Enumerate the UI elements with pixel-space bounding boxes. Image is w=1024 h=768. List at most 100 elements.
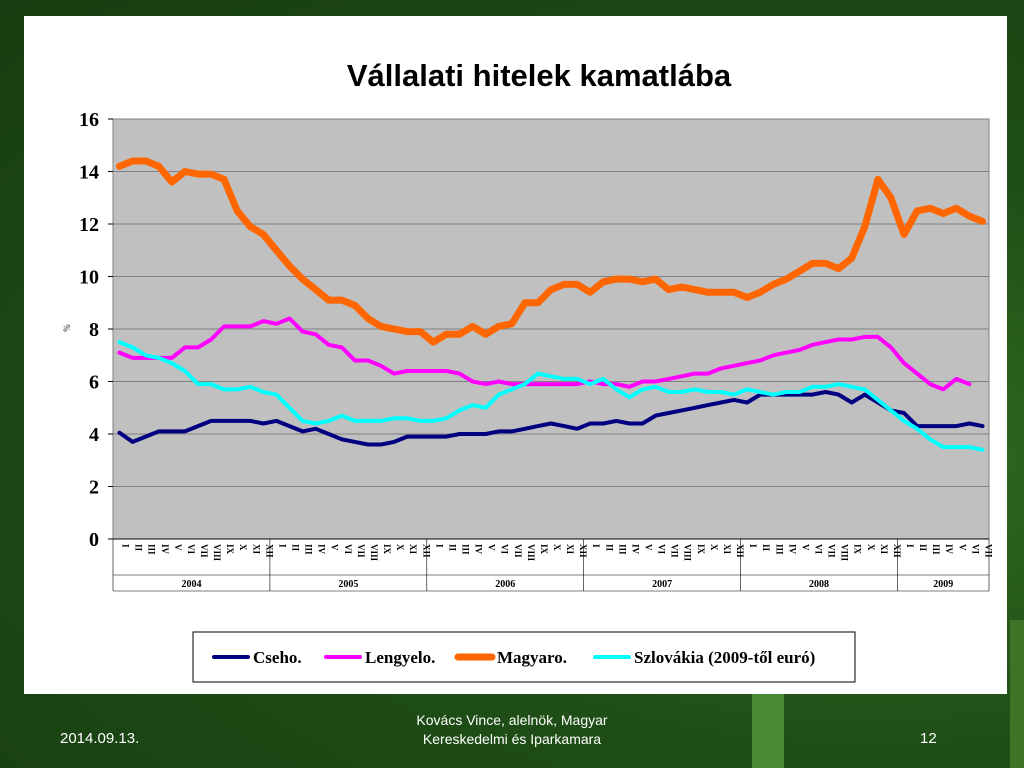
x-month-label: XII xyxy=(892,544,902,558)
x-year-label: 2005 xyxy=(338,579,358,590)
footer-author: Kovács Vince, alelnök, Magyar Kereskedel… xyxy=(362,711,662,749)
x-month-label: XII xyxy=(421,544,431,558)
y-tick-label: 12 xyxy=(79,214,99,236)
x-month-label: IV xyxy=(944,544,954,555)
x-month-label: II xyxy=(604,544,614,552)
x-month-label: XI xyxy=(565,544,575,554)
x-month-label: I xyxy=(905,544,915,548)
x-month-label: VIII xyxy=(683,544,693,562)
x-month-label: IX xyxy=(539,544,549,555)
x-year-label: 2006 xyxy=(495,579,515,590)
x-month-label: X xyxy=(238,544,248,551)
chart-title: Vállalati hitelek kamatlába xyxy=(347,58,732,93)
x-month-label: VII xyxy=(827,544,837,558)
x-month-label: VI xyxy=(970,544,980,554)
x-month-label: IV xyxy=(160,544,170,555)
x-month-label: II xyxy=(447,544,457,552)
x-month-label: IV xyxy=(630,544,640,555)
series-line-1 xyxy=(117,390,985,447)
legend-label: Lengyelo. xyxy=(365,648,435,667)
x-month-label: VI xyxy=(500,544,510,554)
footer-page-number: 12 xyxy=(920,730,937,747)
series-lines xyxy=(116,157,986,452)
x-month-label: XI xyxy=(408,544,418,554)
x-month-label: VI xyxy=(657,544,667,554)
x-month-label: II xyxy=(134,544,144,552)
x-month-label: VII xyxy=(983,544,993,558)
x-month-label: III xyxy=(931,544,941,555)
legend-label: Magyaro. xyxy=(497,648,567,667)
footer-author-line2: Kereskedelmi és Iparkamara xyxy=(422,731,602,747)
decorative-bar xyxy=(1010,620,1024,768)
slide-card: Vállalati hitelek kamatlába 0 2 4 6 8 10 12 14 1… xyxy=(24,16,1007,694)
x-month-label: X xyxy=(866,544,876,551)
x-month-label: IV xyxy=(317,544,327,555)
y-tick-label: 2 xyxy=(89,477,99,499)
x-month-label: VIII xyxy=(840,544,850,562)
x-month-label: VII xyxy=(670,544,680,558)
x-month-label: V xyxy=(800,544,810,551)
x-month-label: IV xyxy=(787,544,797,555)
x-month-label: XII xyxy=(264,544,274,558)
x-month-label: I xyxy=(121,544,131,548)
x-month-label: V xyxy=(173,544,183,551)
x-month-label: VII xyxy=(513,544,523,558)
x-month-label: XI xyxy=(251,544,261,554)
x-month-label: X xyxy=(395,544,405,551)
x-month-label: III xyxy=(304,544,314,555)
x-month-label: XI xyxy=(879,544,889,554)
x-month-label: II xyxy=(918,544,928,552)
y-tick-label: 14 xyxy=(79,162,99,184)
x-month-label: VIII xyxy=(212,544,222,562)
x-month-label: VIII xyxy=(369,544,379,562)
x-month-label: III xyxy=(774,544,784,555)
x-month-label: XII xyxy=(578,544,588,558)
legend: Cseho. Lengyelo. Magyaro. Szlovákia (2009-t… xyxy=(192,631,856,683)
x-month-label: X xyxy=(709,544,719,551)
x-year-label: 2007 xyxy=(652,579,672,590)
x-month-label: IX xyxy=(853,544,863,555)
x-month-label: III xyxy=(147,544,157,555)
x-month-label: VI xyxy=(343,544,353,554)
series-line-3 xyxy=(116,157,986,346)
x-month-label: I xyxy=(434,544,444,548)
x-month-label: I xyxy=(748,544,758,548)
y-tick-label: 8 xyxy=(89,319,99,341)
x-month-label: V xyxy=(957,544,967,551)
x-month-label: X xyxy=(552,544,562,551)
gridlines xyxy=(113,118,989,540)
y-tick-label: 4 xyxy=(89,424,99,446)
x-year-label: 2008 xyxy=(809,579,829,590)
x-month-label: IX xyxy=(696,544,706,555)
series-line-4 xyxy=(117,340,985,452)
x-month-label: III xyxy=(617,544,627,555)
x-month-label: II xyxy=(291,544,301,552)
x-month-label: XI xyxy=(722,544,732,554)
y-axis-ticks: 0 2 4 6 8 10 12 14 16 xyxy=(79,109,113,551)
footer-author-line1: Kovács Vince, alelnök, Magyar xyxy=(416,712,608,728)
x-month-label: V xyxy=(330,544,340,551)
y-tick-label: 16 xyxy=(79,109,99,131)
decorative-bar xyxy=(752,690,784,768)
x-month-label: VII xyxy=(356,544,366,558)
x-month-label: IX xyxy=(225,544,235,555)
y-tick-label: 10 xyxy=(79,267,99,289)
x-year-label: 2009 xyxy=(933,579,953,590)
y-tick-label: 6 xyxy=(89,372,99,394)
x-month-label: VI xyxy=(186,544,196,554)
x-month-label: II xyxy=(761,544,771,552)
y-axis-label: % xyxy=(62,324,72,332)
x-month-label: I xyxy=(277,544,287,548)
x-year-label: 2004 xyxy=(181,579,201,590)
x-month-label: VII xyxy=(199,544,209,558)
legend-label: Szlovákia (2009-től euró) xyxy=(634,648,815,667)
x-month-label: III xyxy=(460,544,470,555)
y-tick-label: 0 xyxy=(89,529,99,551)
x-month-label: V xyxy=(487,544,497,551)
x-month-label: XII xyxy=(735,544,745,558)
x-month-label: IX xyxy=(382,544,392,555)
x-month-label: V xyxy=(644,544,654,551)
series-line-2 xyxy=(117,316,972,392)
line-chart: Vállalati hitelek kamatlába 0 2 4 6 8 10 12 14 1… xyxy=(62,58,993,683)
